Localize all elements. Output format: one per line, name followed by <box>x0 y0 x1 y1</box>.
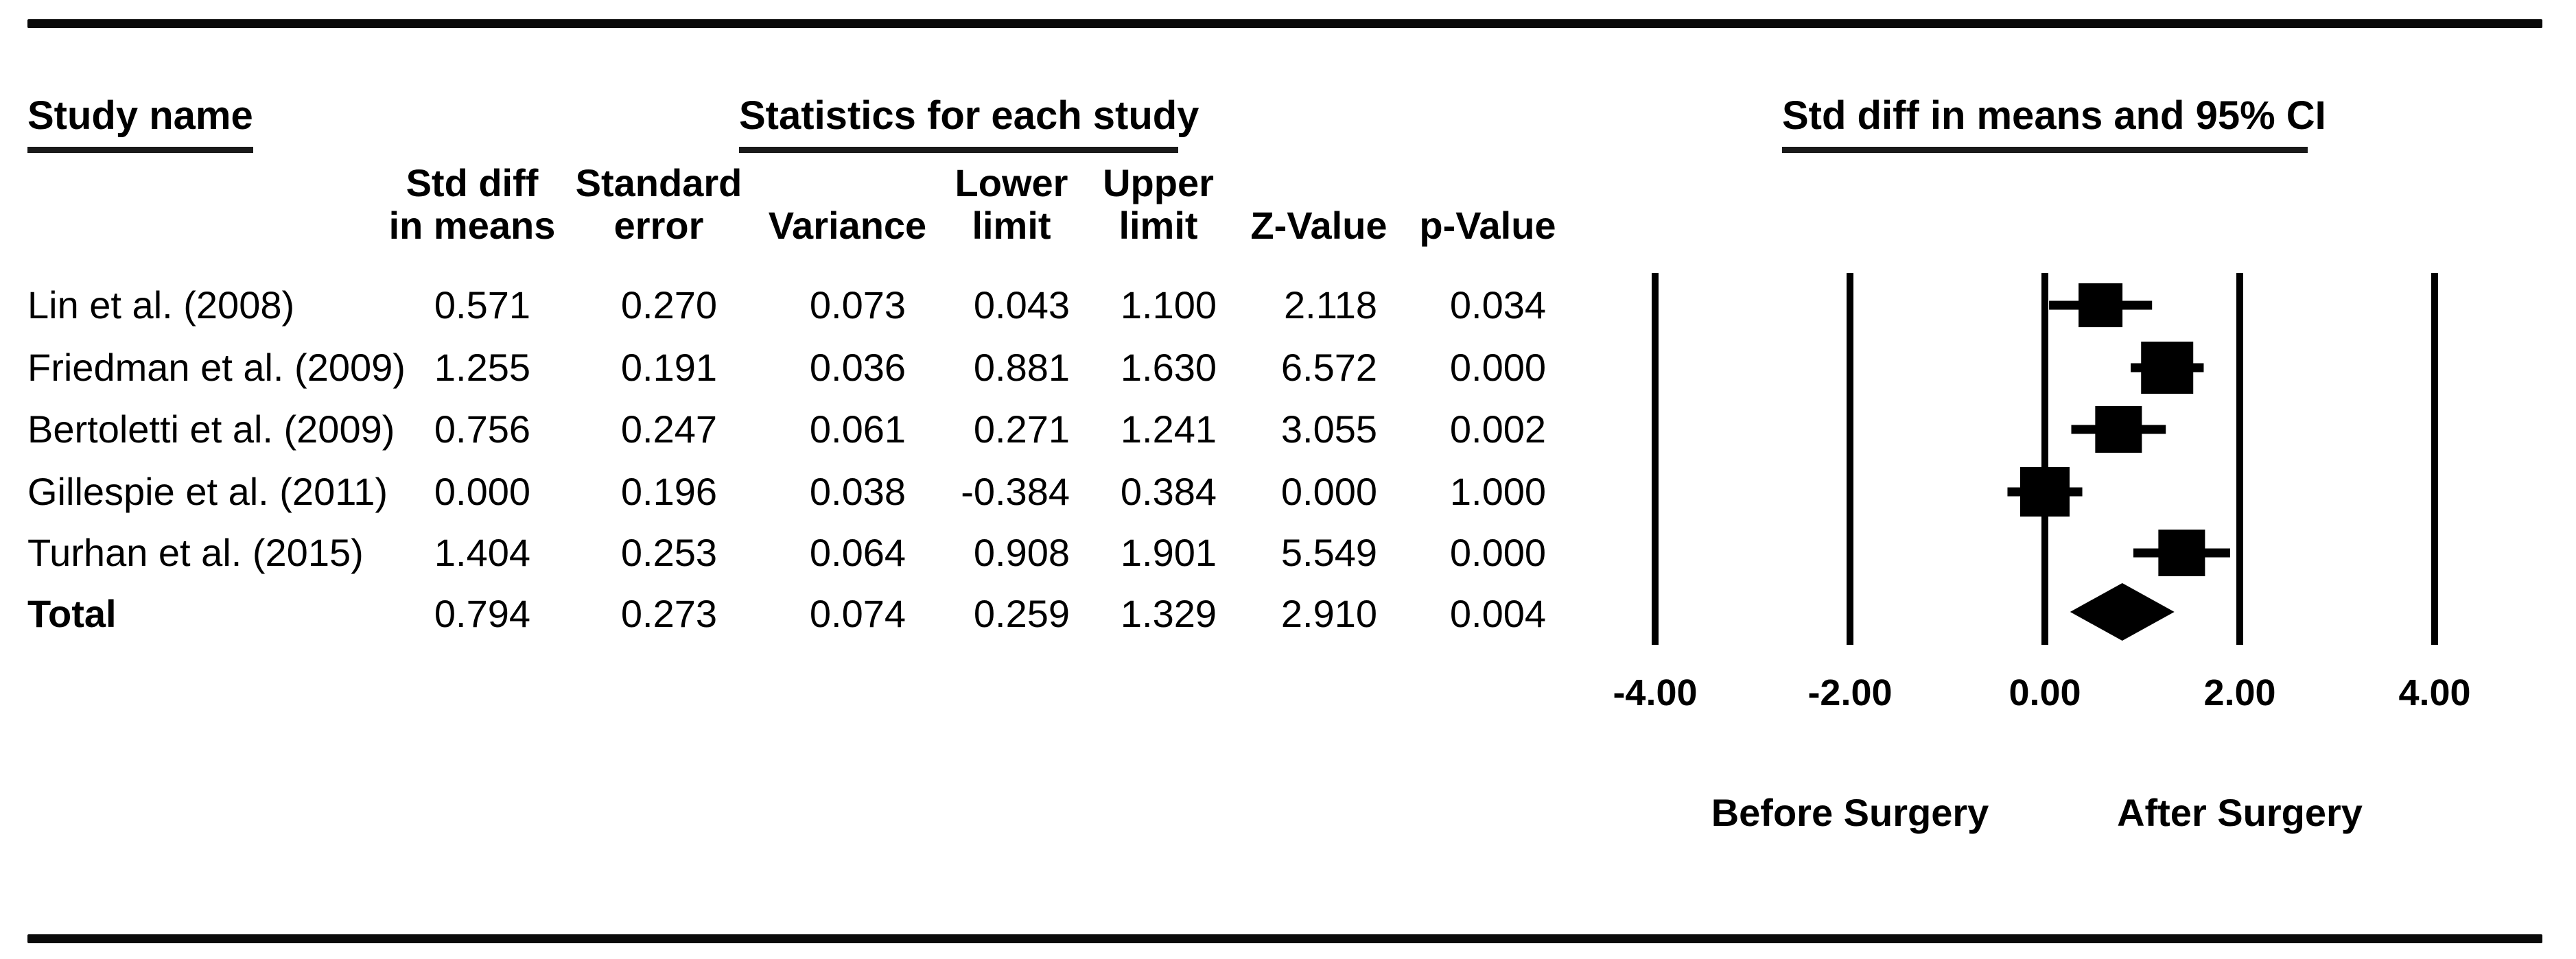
column-header-text: Variance <box>768 204 927 247</box>
stat-cell-std-diff: 1.404 <box>434 531 530 574</box>
column-header: Variance <box>738 162 957 247</box>
column-header-text: limit <box>1119 204 1198 247</box>
column-header-text: limit <box>972 204 1051 247</box>
section-header-ci-plot: Std diff in means and 95% CI <box>1782 92 2326 153</box>
stat-cell-upper-limit: 1.901 <box>1120 531 1217 574</box>
stat-cell-variance: 0.061 <box>809 407 906 451</box>
column-header-text: Std diff <box>406 161 539 204</box>
study-name: Lin et al. (2008) <box>27 283 295 327</box>
stat-cell-std-diff: 1.255 <box>434 346 530 389</box>
study-name: Turhan et al. (2015) <box>27 531 364 574</box>
effect-square <box>2095 406 2142 453</box>
column-header-text: Z-Value <box>1250 204 1387 247</box>
column-header: Lower limit <box>902 162 1121 247</box>
direction-label-left: Before Surgery <box>1711 791 1989 834</box>
stat-cell-variance: 0.073 <box>809 283 906 327</box>
stat-cell-std-diff: 0.794 <box>434 592 530 635</box>
axis-tick-label: 0.00 <box>2009 672 2081 713</box>
stat-cell-upper-limit: 0.384 <box>1120 470 1217 513</box>
stat-cell-variance: 0.036 <box>809 346 906 389</box>
stat-cell-standard-error: 0.191 <box>620 346 717 389</box>
column-header-text: Lower <box>955 161 1068 204</box>
study-name: Friedman et al. (2009) <box>27 346 406 389</box>
stat-cell-std-diff: 0.571 <box>434 283 530 327</box>
stat-cell-p-value: 0.000 <box>1449 346 1546 389</box>
stat-cell-z-value: 2.118 <box>1284 283 1377 327</box>
column-header: p-Value <box>1378 162 1597 247</box>
top-rule <box>27 19 2542 28</box>
stat-cell-z-value: 3.055 <box>1280 407 1377 451</box>
stat-cell-variance: 0.064 <box>809 531 906 574</box>
stat-cell-upper-limit: 1.329 <box>1120 592 1217 635</box>
stat-cell-standard-error: 0.270 <box>620 283 717 327</box>
stat-cell-p-value: 1.000 <box>1449 470 1546 513</box>
stat-cell-p-value: 0.002 <box>1449 407 1546 451</box>
axis-tick-label: -2.00 <box>1807 672 1892 713</box>
column-header: Standard error <box>549 162 769 247</box>
stat-cell-z-value: 5.549 <box>1280 531 1377 574</box>
stat-cell-z-value: 0.000 <box>1280 470 1377 513</box>
column-header-text: error <box>613 204 704 247</box>
axis-tick-label: 2.00 <box>2203 672 2275 713</box>
effect-square <box>2158 530 2205 576</box>
stat-cell-z-value: 6.572 <box>1280 346 1377 389</box>
axis-tick-label: 4.00 <box>2398 672 2470 713</box>
stat-cell-lower-limit: 0.043 <box>973 283 1070 327</box>
effect-square <box>2020 467 2070 517</box>
stat-cell-std-diff: 0.000 <box>434 470 530 513</box>
stat-cell-variance: 0.074 <box>809 592 906 635</box>
stat-cell-lower-limit: 0.271 <box>973 407 1070 451</box>
stat-cell-z-value: 2.910 <box>1280 592 1377 635</box>
effect-square <box>2141 342 2194 394</box>
stat-cell-std-diff: 0.756 <box>434 407 530 451</box>
stat-cell-upper-limit: 1.100 <box>1120 283 1217 327</box>
stat-cell-p-value: 0.004 <box>1449 592 1546 635</box>
column-header: Z-Value <box>1209 162 1429 247</box>
axis-tick-label: -4.00 <box>1613 672 1697 713</box>
stat-cell-standard-error: 0.196 <box>620 470 717 513</box>
stat-cell-lower-limit: -0.384 <box>961 470 1070 513</box>
column-header-text: Upper <box>1103 161 1214 204</box>
stat-cell-lower-limit: 0.908 <box>973 531 1070 574</box>
bottom-rule <box>27 934 2542 943</box>
column-header: Std diff in means <box>362 162 582 247</box>
section-header-study-name: Study name <box>27 92 253 153</box>
column-header-text: Standard <box>575 161 742 204</box>
section-header-statistics: Statistics for each study <box>739 92 1199 153</box>
stat-cell-standard-error: 0.253 <box>620 531 717 574</box>
effect-square <box>2079 283 2123 327</box>
forest-plot: -4.00 -2.00 0.00 2.00 4.00 Before Surgery Afte… <box>1613 273 2471 834</box>
stat-cell-upper-limit: 1.630 <box>1120 346 1217 389</box>
column-header-text: in means <box>388 204 556 247</box>
stat-cell-lower-limit: 0.259 <box>973 592 1070 635</box>
total-diamond <box>2070 583 2175 641</box>
stat-cell-p-value: 0.000 <box>1449 531 1546 574</box>
stat-cell-variance: 0.038 <box>809 470 906 513</box>
stat-cell-p-value: 0.034 <box>1449 283 1546 327</box>
direction-label-right: After Surgery <box>2117 791 2363 834</box>
column-header: Upper limit <box>1049 162 1268 247</box>
column-header-text: p-Value <box>1419 204 1556 247</box>
stat-cell-lower-limit: 0.881 <box>973 346 1070 389</box>
stat-cell-upper-limit: 1.241 <box>1120 407 1217 451</box>
stat-cell-standard-error: 0.273 <box>620 592 717 635</box>
stat-cell-standard-error: 0.247 <box>620 407 717 451</box>
study-name: Total <box>27 592 117 635</box>
study-name: Bertoletti et al. (2009) <box>27 407 395 451</box>
study-name: Gillespie et al. (2011) <box>27 470 388 513</box>
